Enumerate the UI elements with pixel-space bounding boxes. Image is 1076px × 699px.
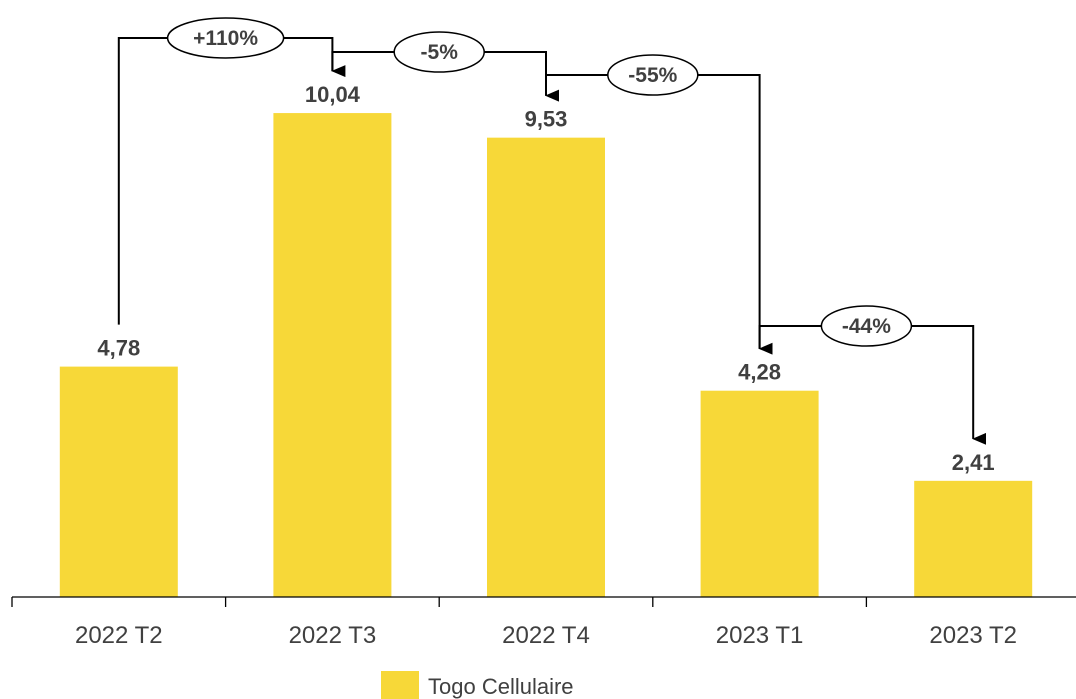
x-tick-label: 2022 T4 [502,622,590,649]
change-annotations-group: +110% -5% -55% -44% [117,17,987,445]
change-bubble [820,305,913,347]
x-axis: 2022 T2 2022 T3 2022 T4 2023 T1 2023 T2 [11,596,1076,649]
value-labels-group: 4,78 10,04 9,53 4,28 2,41 [97,82,994,475]
value-label: 4,28 [738,360,781,385]
change-label: +110% [193,27,258,50]
change-label: -44% [842,315,891,338]
legend: Togo Cellulaire [381,671,574,699]
value-label: 4,78 [97,336,140,361]
bars-group [59,113,1033,598]
change-label: -5% [421,41,459,64]
bar-2023-t1 [700,390,819,597]
value-label: 2,41 [952,450,995,475]
bar-2023-t2 [914,480,1033,597]
x-tick-label: 2022 T2 [75,622,163,649]
legend-label: Togo Cellulaire [428,674,574,699]
change-bubble [166,17,285,59]
x-tick-label: 2023 T1 [716,622,804,649]
change-bubble [607,54,699,96]
bar-2022-t4 [487,137,605,598]
x-tick-label: 2023 T2 [929,622,1017,649]
change-label: -55% [628,64,677,87]
bar-2022-t2 [59,366,178,597]
value-label: 9,53 [525,107,568,132]
change-bubble [393,31,485,73]
bar-2022-t3 [273,113,392,598]
value-label: 10,04 [305,82,361,107]
legend-swatch [381,671,419,699]
x-tick-label: 2022 T3 [289,622,377,649]
